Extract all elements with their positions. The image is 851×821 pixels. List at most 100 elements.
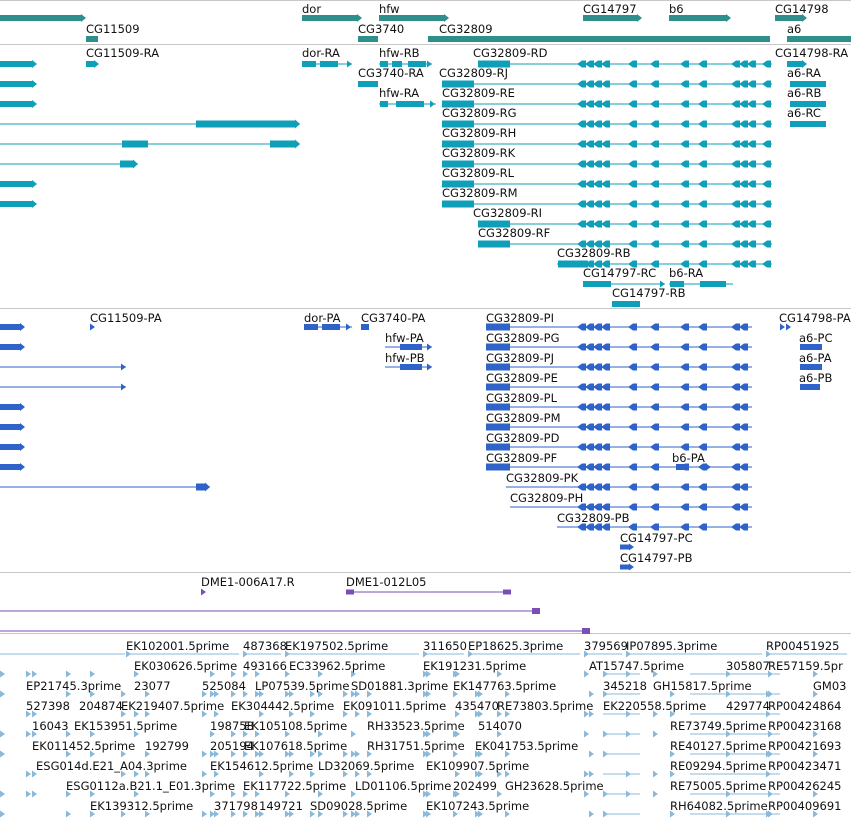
est-label[interactable]: SD01881.3prime	[351, 679, 449, 693]
protein-label[interactable]: CG3740-PA	[361, 311, 426, 325]
transcript-label[interactable]: CG3740-RA	[358, 66, 424, 80]
est-label[interactable]: RH33523.5prime	[367, 719, 465, 733]
est-label[interactable]: 345218	[603, 679, 647, 693]
protein-label[interactable]: CG32809-PM	[486, 411, 561, 425]
transcript-label[interactable]: CG32809-RG	[442, 106, 517, 120]
protein-label[interactable]: CG14797-PB	[620, 551, 693, 565]
transcript-label[interactable]: a6-RA	[787, 66, 821, 80]
protein-label[interactable]: hfw-PA	[385, 331, 424, 345]
transcript-label[interactable]: CG32809-RB	[557, 246, 631, 260]
protein-label[interactable]: CG11509-PA	[90, 311, 162, 325]
transcript-label[interactable]: CG32809-RJ	[439, 66, 509, 80]
est-label[interactable]: GH15817.5prime	[653, 679, 752, 693]
protein-label[interactable]: a6-PC	[799, 331, 833, 345]
transcript-label[interactable]: CG14797-RB	[612, 286, 686, 300]
transcript-label[interactable]: CG32809-RL	[442, 166, 515, 180]
transcript-label[interactable]: CG11509-RA	[86, 46, 160, 60]
est-label[interactable]: 204874	[79, 699, 123, 713]
est-label[interactable]: LD01106.5prime	[355, 779, 452, 793]
protein-label[interactable]: CG32809-PH	[510, 491, 584, 505]
est-label[interactable]: 16043	[32, 719, 69, 733]
gene-label-dor[interactable]: dor	[302, 2, 322, 16]
transcript-label[interactable]: hfw-RB	[379, 46, 420, 60]
est-label[interactable]: RP00423168	[768, 719, 842, 733]
transcript-label[interactable]: CG32809-RD	[473, 46, 548, 60]
transcript-label[interactable]: CG32809-RF	[478, 226, 551, 240]
est-label[interactable]: 435470	[455, 699, 499, 713]
protein-label[interactable]: CG32809-PJ	[486, 351, 555, 365]
est-label[interactable]: 305807	[726, 659, 770, 673]
est-label[interactable]: EC33962.5prime	[289, 659, 386, 673]
est-label[interactable]: EK011452.5prime	[32, 739, 136, 753]
est-label[interactable]: EK219407.5prime	[121, 699, 225, 713]
est-label[interactable]: EK030626.5prime	[134, 659, 238, 673]
protein-label[interactable]: a6-PB	[799, 371, 833, 385]
est-label[interactable]: RE73803.5prime	[497, 699, 594, 713]
protein-label[interactable]: a6-PA	[799, 351, 832, 365]
gene-label-b6[interactable]: b6	[669, 2, 684, 16]
est-label[interactable]: EK109907.5prime	[426, 759, 530, 773]
transcript-label[interactable]: CG32809-RM	[442, 186, 518, 200]
est-label[interactable]: RE40127.5prime	[670, 739, 767, 753]
est-label[interactable]: EK107618.5prime	[244, 739, 348, 753]
est-label[interactable]: 429774	[726, 699, 770, 713]
est-label[interactable]: 23077	[134, 679, 171, 693]
est-label[interactable]: EK304442.5prime	[231, 699, 335, 713]
est-label[interactable]: RP00451925	[766, 639, 840, 653]
est-label[interactable]: 527398	[26, 699, 70, 713]
est-label[interactable]: EK154612.5prime	[210, 759, 314, 773]
est-label[interactable]: SD09028.5prime	[310, 799, 408, 813]
protein-label[interactable]: CG14798-PA	[779, 311, 851, 325]
est-label[interactable]: EK191231.5prime	[423, 659, 527, 673]
gene-label-cg14798[interactable]: CG14798	[775, 2, 829, 16]
transcript-label[interactable]: dor-RA	[302, 46, 340, 60]
est-label[interactable]: RP00423471	[768, 759, 842, 773]
protein-label[interactable]: b6-PA	[672, 451, 705, 465]
est-label[interactable]: EK091011.5prime	[343, 699, 447, 713]
est-label[interactable]: 487368	[243, 639, 287, 653]
est-label[interactable]: RH64082.5prime	[670, 799, 768, 813]
est-label[interactable]: EK197502.5prime	[285, 639, 389, 653]
est-label[interactable]: LP07539.5prime	[255, 679, 350, 693]
transcript-label[interactable]: b6-RA	[669, 266, 704, 280]
protein-label[interactable]: hfw-PB	[385, 351, 425, 365]
est-label[interactable]: RP00424864	[768, 699, 842, 713]
est-label[interactable]: 493166	[243, 659, 287, 673]
protein-label[interactable]: CG32809-PK	[506, 471, 579, 485]
est-label[interactable]: EP18625.3prime	[468, 639, 564, 653]
est-label[interactable]: EK107243.5prime	[426, 799, 530, 813]
est-label[interactable]: GH23628.5prime	[505, 779, 604, 793]
est-label[interactable]: RH31751.5prime	[367, 739, 465, 753]
est-label[interactable]: 514070	[478, 719, 522, 733]
protein-label[interactable]: CG32809-PE	[486, 371, 558, 385]
transcript-label[interactable]: CG32809-RI	[473, 206, 543, 220]
transcript-label[interactable]: CG32809-RE	[442, 86, 515, 100]
protein-label[interactable]: CG32809-PB	[557, 511, 630, 525]
est-label[interactable]: RE75005.5prime	[670, 779, 767, 793]
est-label[interactable]: 198758	[210, 719, 254, 733]
est-label[interactable]: AT15747.5prime	[589, 659, 685, 673]
est-label[interactable]: EP21745.3prime	[26, 679, 122, 693]
transcript-label[interactable]: a6-RB	[787, 86, 822, 100]
est-label[interactable]: RE73749.5prime	[670, 719, 767, 733]
gene-label-cg32809[interactable]: CG32809	[439, 22, 493, 36]
protein-label[interactable]: CG32809-PG	[486, 331, 560, 345]
est-label[interactable]: 149721	[259, 799, 303, 813]
est-label[interactable]: ESG014d.E21_A04.3prime	[36, 759, 188, 773]
est-label[interactable]: 311650	[423, 639, 467, 653]
est-label[interactable]: RP00421693	[768, 739, 842, 753]
transcript-label[interactable]: hfw-RA	[379, 86, 420, 100]
est-label[interactable]: EK117722.5prime	[243, 779, 347, 793]
protein-label[interactable]: CG14797-PC	[620, 531, 693, 545]
est-label[interactable]: EK105108.5prime	[244, 719, 348, 733]
transcript-label[interactable]: a6-RC	[787, 106, 821, 120]
est-label[interactable]: 525084	[202, 679, 246, 693]
cdna-label[interactable]: DME1-012L05	[346, 575, 427, 589]
est-label[interactable]: EK139312.5prime	[90, 799, 194, 813]
est-label[interactable]: RP00409691	[768, 799, 842, 813]
est-label[interactable]: 379569	[584, 639, 628, 653]
protein-label[interactable]: CG32809-PI	[486, 311, 555, 325]
est-label[interactable]: EK153951.5prime	[74, 719, 178, 733]
est-label[interactable]: EK220558.5prime	[603, 699, 707, 713]
transcript-label[interactable]: CG14798-RA	[775, 46, 849, 60]
